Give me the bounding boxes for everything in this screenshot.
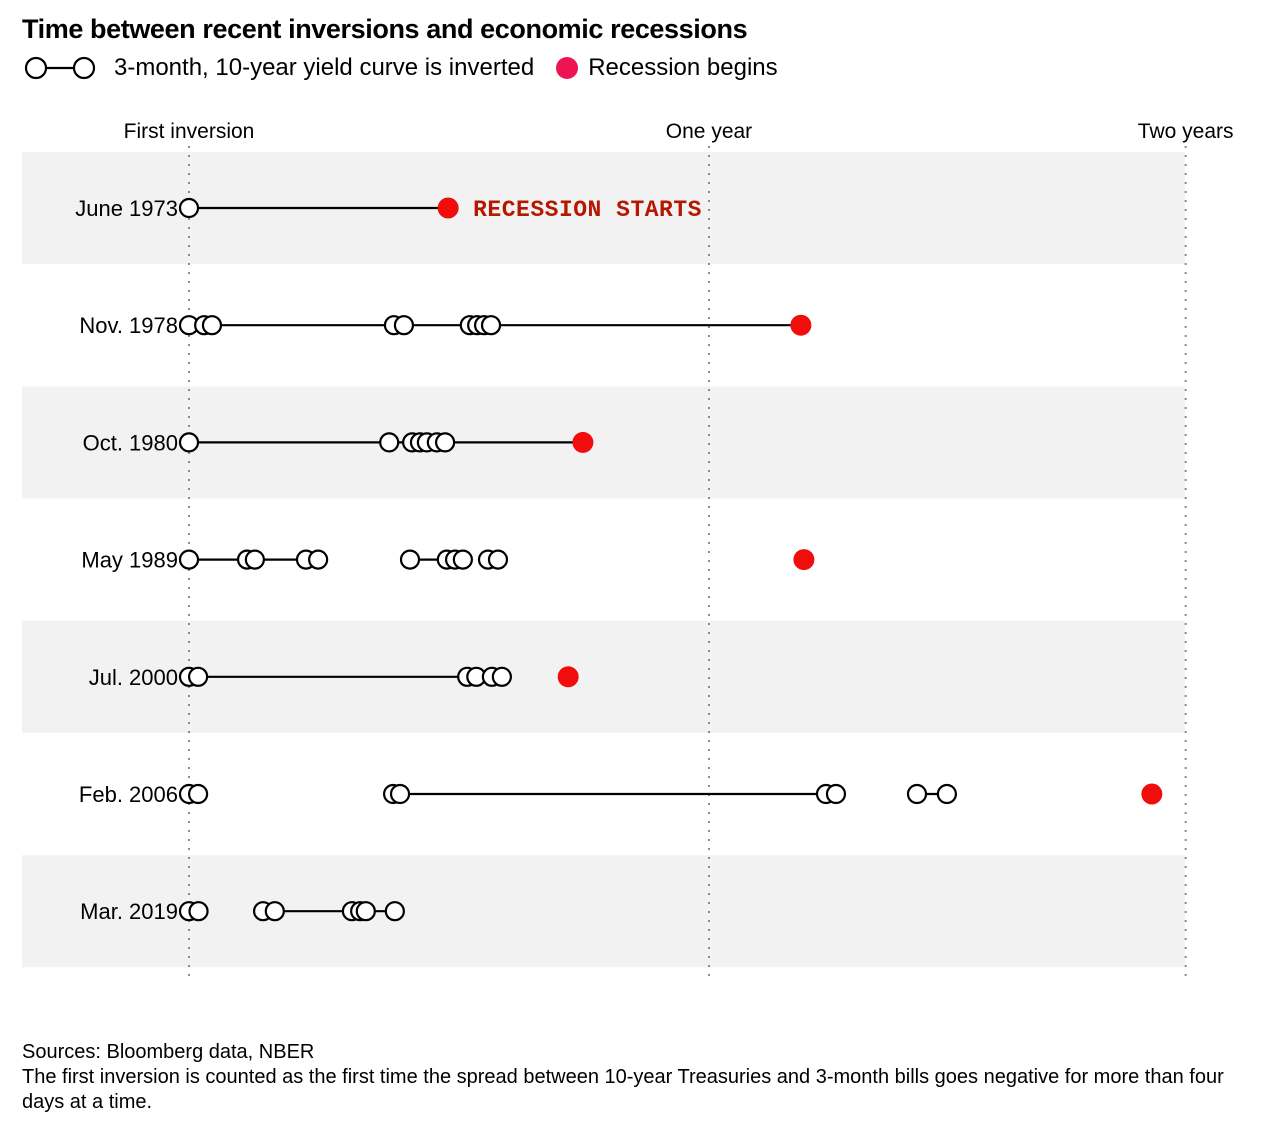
chart-canvas: First inversion One year Two years June 197… bbox=[22, 120, 1234, 976]
inversion-marker bbox=[379, 432, 400, 453]
legend-inversion-label: 3-month, 10-year yield curve is inverted bbox=[114, 54, 535, 81]
inversion-marker bbox=[487, 549, 509, 570]
inversion-marker bbox=[355, 901, 376, 922]
inversion-marker bbox=[201, 315, 223, 336]
row-band bbox=[22, 855, 1185, 968]
row-label: Feb. 2006 bbox=[79, 782, 178, 807]
inversion-marker bbox=[178, 432, 200, 453]
inversion-range-icon bbox=[24, 56, 96, 80]
legend-recession-label: Recession begins bbox=[588, 54, 778, 81]
recession-start-dot bbox=[793, 549, 815, 571]
inversion-marker bbox=[389, 783, 411, 805]
inversion-marker bbox=[906, 783, 928, 805]
inversion-marker bbox=[178, 549, 200, 570]
recession-start-dot bbox=[790, 314, 812, 336]
recession-start-dot bbox=[1141, 783, 1163, 805]
inversion-marker bbox=[393, 315, 415, 336]
footer: Sources: Bloomberg data, NBER The first … bbox=[22, 1040, 1240, 1114]
row-label: Nov. 1978 bbox=[79, 313, 178, 338]
inversion-marker bbox=[825, 783, 847, 805]
row-label: Jul. 2000 bbox=[89, 665, 178, 690]
axis-label: First inversion bbox=[124, 120, 255, 143]
recession-start-dot bbox=[557, 666, 579, 688]
row-label: Oct. 1980 bbox=[83, 430, 178, 455]
inversion-marker bbox=[480, 315, 502, 336]
recession-start-dot bbox=[437, 197, 459, 219]
note-line: The first inversion is counted as the fi… bbox=[22, 1065, 1224, 1113]
inversion-marker bbox=[188, 901, 209, 922]
inversion-marker bbox=[452, 549, 473, 570]
axis-label: Two years bbox=[1138, 120, 1234, 143]
recession-start-dot bbox=[572, 431, 594, 453]
inversion-marker bbox=[187, 783, 209, 805]
chart-title: Time between recent inversions and econo… bbox=[22, 14, 748, 44]
inversion-marker bbox=[264, 901, 285, 922]
axis-label: One year bbox=[666, 120, 752, 143]
row-label: June 1973 bbox=[75, 196, 178, 221]
recession-annotation: RECESSION STARTS bbox=[473, 197, 702, 223]
inversion-marker bbox=[308, 549, 329, 570]
inversion-marker bbox=[178, 197, 200, 219]
sources-line: Sources: Bloomberg data, NBER bbox=[22, 1041, 315, 1063]
inversion-marker bbox=[399, 549, 421, 570]
recession-dot-icon bbox=[556, 57, 579, 79]
row-label: Mar. 2019 bbox=[80, 899, 178, 924]
inversion-marker bbox=[491, 666, 512, 687]
inversion-marker bbox=[936, 783, 957, 805]
inversion-marker bbox=[244, 549, 265, 570]
row-label: May 1989 bbox=[81, 548, 178, 573]
inversion-marker bbox=[384, 901, 405, 922]
legend: 3-month, 10-year yield curve is inverted… bbox=[22, 54, 778, 82]
inversion-marker bbox=[187, 666, 209, 687]
inversion-marker bbox=[434, 432, 456, 453]
